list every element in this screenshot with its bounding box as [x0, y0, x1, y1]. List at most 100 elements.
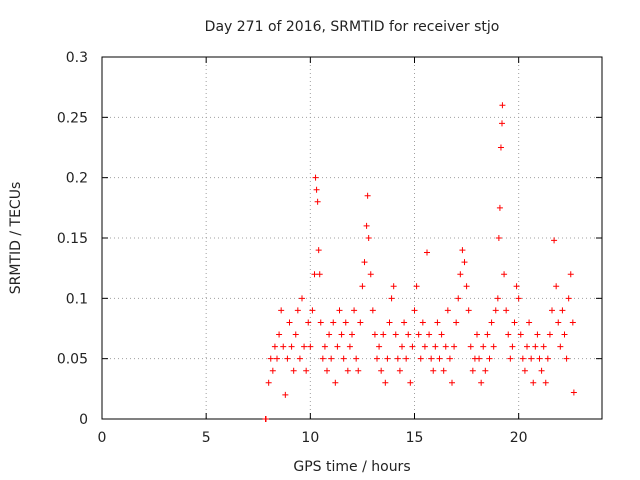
data-point: [524, 343, 530, 350]
data-point: [407, 379, 414, 386]
data-point: [419, 319, 426, 326]
data-point: [294, 307, 301, 314]
data-point: [394, 355, 401, 362]
data-point: [315, 247, 322, 254]
data-point: [376, 343, 383, 350]
data-point: [276, 331, 283, 338]
data-point: [567, 271, 574, 278]
data-point: [411, 307, 418, 314]
data-point: [282, 391, 289, 398]
data-point: [492, 307, 499, 314]
y-tick-label: 0: [79, 412, 88, 428]
data-point: [542, 379, 549, 386]
data-point: [399, 343, 405, 350]
data-point: [390, 283, 397, 290]
y-tick-label: 0.2: [66, 171, 88, 187]
data-point: [557, 343, 564, 350]
data-point: [555, 319, 562, 326]
data-point: [396, 367, 403, 374]
data-point: [344, 367, 351, 374]
data-point: [488, 319, 495, 326]
x-tick-label: 15: [406, 430, 424, 446]
data-point: [519, 355, 526, 362]
data-point: [355, 367, 362, 374]
data-point: [517, 331, 524, 338]
data-point: [303, 367, 310, 374]
data-point: [494, 295, 501, 302]
data-point: [349, 331, 355, 338]
data-point: [382, 379, 389, 386]
y-tick-label: 0.25: [57, 110, 88, 126]
data-point: [424, 249, 430, 256]
data-point: [278, 307, 285, 314]
data-point: [446, 355, 453, 362]
x-tick-label: 0: [98, 430, 107, 446]
data-point: [378, 367, 385, 374]
data-point: [313, 186, 320, 193]
data-point: [432, 343, 439, 350]
data-point: [280, 343, 287, 350]
data-point: [465, 307, 472, 314]
data-point: [386, 319, 393, 326]
data-point: [451, 343, 458, 350]
data-point: [359, 283, 366, 290]
data-point: [384, 355, 391, 362]
data-point: [455, 295, 462, 302]
data-point: [311, 271, 318, 278]
y-tick-label: 0.15: [57, 231, 88, 247]
data-point: [271, 343, 278, 350]
data-point: [497, 144, 504, 151]
x-tick-label: 5: [202, 430, 211, 446]
data-point: [553, 283, 560, 290]
data-point: [413, 283, 420, 290]
data-point: [405, 331, 412, 338]
data-point: [444, 307, 451, 314]
data-point: [330, 319, 337, 326]
data-point: [570, 389, 577, 396]
data-point: [274, 355, 280, 362]
data-point: [507, 355, 514, 362]
y-axis-label: SRMTID / TECUs: [8, 182, 24, 295]
data-point: [288, 343, 295, 350]
x-tick-label: 10: [301, 430, 319, 446]
data-point: [515, 295, 522, 302]
data-point: [357, 319, 364, 326]
data-point: [299, 295, 305, 302]
data-point: [467, 343, 474, 350]
data-point: [511, 319, 518, 326]
data-point: [421, 343, 428, 350]
data-point: [267, 355, 274, 362]
data-point: [262, 416, 269, 422]
data-point: [353, 355, 360, 362]
data-point: [305, 319, 312, 326]
data-point: [495, 235, 502, 241]
data-point: [559, 307, 566, 314]
y-tick-label: 0.1: [66, 291, 88, 307]
data-point: [326, 331, 333, 338]
data-point: [478, 379, 485, 386]
data-point: [430, 367, 437, 374]
data-point: [316, 271, 323, 278]
data-point: [561, 331, 568, 338]
data-point: [342, 319, 349, 326]
data-point: [474, 331, 480, 338]
data-point: [403, 355, 410, 362]
data-point: [409, 343, 416, 350]
data-point: [565, 295, 572, 302]
data-point: [509, 343, 516, 350]
data-point: [314, 198, 321, 205]
data-point: [324, 367, 330, 374]
data-point: [321, 343, 328, 350]
data-point: [486, 355, 493, 362]
data-point: [365, 235, 372, 241]
data-point: [392, 331, 399, 338]
data-point: [544, 355, 551, 362]
data-point: [332, 379, 339, 386]
data-point: [505, 331, 512, 338]
data-point: [428, 355, 435, 362]
data-point: [364, 192, 371, 199]
chart-title: Day 271 of 2016, SRMTID for receiver stj…: [205, 19, 500, 35]
data-point: [369, 307, 376, 314]
data-point: [463, 283, 470, 290]
